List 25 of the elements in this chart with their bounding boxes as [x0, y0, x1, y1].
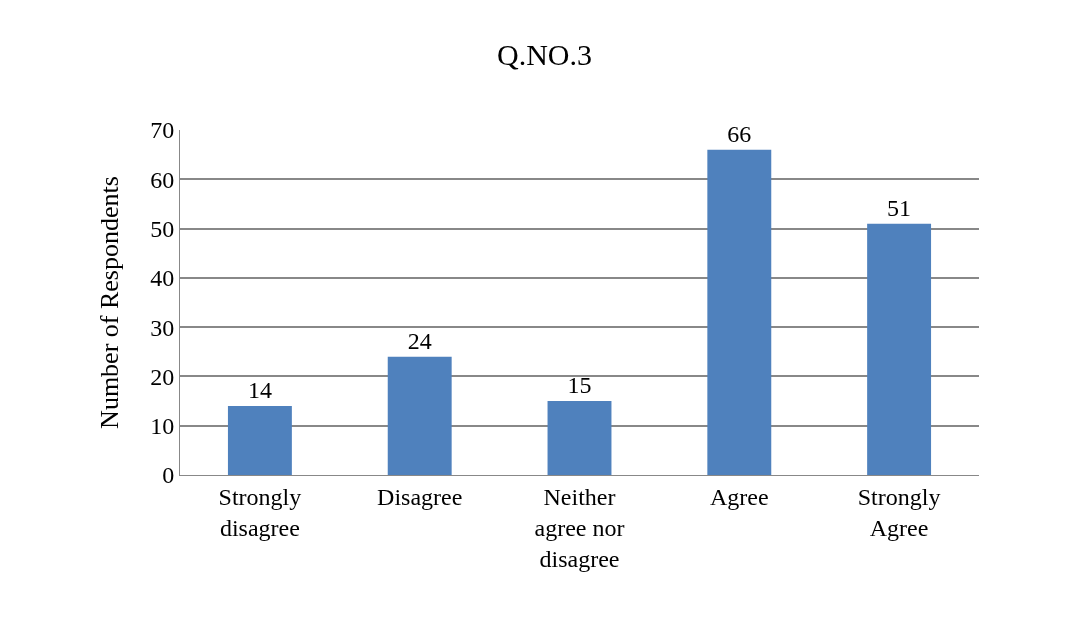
- bar: [387, 356, 452, 475]
- y-tick-label: 70: [150, 117, 175, 144]
- y-axis-title: Number of Respondents: [95, 176, 124, 429]
- bar: [547, 401, 612, 475]
- bar: [867, 223, 932, 475]
- data-label: 51: [887, 194, 912, 221]
- chart-title: Q.NO.3: [497, 38, 592, 72]
- data-label: 24: [407, 327, 432, 354]
- data-label: 15: [567, 372, 592, 399]
- y-tick-label: 20: [150, 363, 175, 390]
- bar: [227, 406, 292, 475]
- x-tick-label: Strongly disagree: [218, 483, 302, 541]
- y-tick-label: 50: [150, 215, 175, 242]
- data-label: 66: [727, 120, 752, 147]
- y-tick-label: 30: [150, 314, 175, 341]
- y-tick-label: 60: [150, 166, 175, 193]
- y-tick-label: 0: [162, 462, 175, 489]
- x-tick-label: Disagree: [377, 483, 463, 510]
- data-label: 14: [247, 377, 272, 403]
- y-tick-label: 10: [150, 413, 175, 440]
- x-tick-label: Neither agree nor disagree: [534, 483, 625, 573]
- bar: [707, 149, 772, 475]
- y-tick-label: 40: [150, 265, 175, 292]
- x-tick-label: Agree: [709, 483, 769, 510]
- x-tick-label: Strongly Agree: [857, 483, 941, 541]
